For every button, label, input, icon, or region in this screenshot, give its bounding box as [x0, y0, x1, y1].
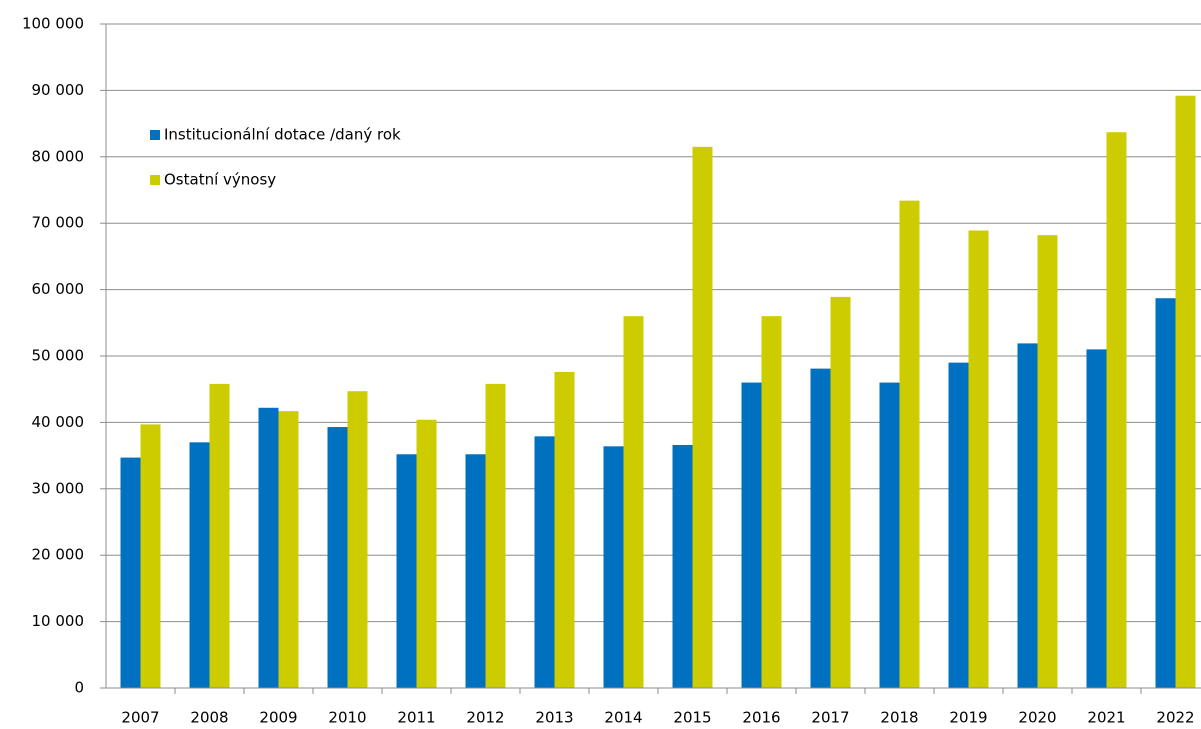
bar [209, 383, 230, 688]
y-tick-label: 40 000 [32, 413, 85, 431]
y-tick-label: 50 000 [32, 347, 85, 365]
y-tick-label: 20 000 [32, 546, 85, 564]
bar [1017, 343, 1038, 688]
x-tick-label: 2016 [742, 709, 780, 727]
x-tick-label: 2010 [328, 709, 366, 727]
bar [258, 407, 279, 688]
x-tick-label: 2014 [604, 709, 642, 727]
x-tick-label: 2017 [811, 709, 849, 727]
bar [741, 382, 762, 688]
bar [968, 230, 989, 688]
x-tick-label: 2018 [880, 709, 918, 727]
bar [899, 200, 920, 688]
x-tick-label: 2013 [535, 709, 573, 727]
bar [120, 457, 141, 688]
bar [1086, 349, 1107, 688]
y-tick-label: 100 000 [22, 15, 84, 33]
bar [761, 316, 782, 688]
x-tick-label: 2008 [190, 709, 228, 727]
legend-label: Ostatní výnosy [164, 171, 276, 189]
bar [603, 446, 624, 688]
bar [1037, 235, 1058, 689]
y-tick-label: 70 000 [32, 214, 85, 232]
bar [1155, 298, 1176, 688]
bar [416, 419, 437, 688]
bar [278, 411, 299, 688]
x-tick-label: 2007 [121, 709, 159, 727]
bar [1175, 95, 1196, 689]
bar [189, 442, 210, 688]
bar [948, 362, 969, 688]
y-tick-label: 30 000 [32, 479, 85, 497]
bar [692, 146, 713, 689]
bar [810, 368, 831, 688]
bar [347, 391, 368, 688]
x-tick-label: 2021 [1087, 709, 1125, 727]
bar [1106, 132, 1127, 688]
bar [830, 296, 851, 688]
y-tick-label: 10 000 [32, 612, 85, 630]
bar [140, 424, 161, 688]
y-tick-label: 0 [74, 679, 84, 697]
x-tick-label: 2015 [673, 709, 711, 727]
bar [327, 427, 348, 688]
bar [554, 371, 575, 688]
legend-swatch [150, 130, 160, 140]
legend-swatch [150, 175, 160, 185]
bar [672, 444, 693, 688]
bar [396, 454, 417, 688]
bar [623, 316, 644, 688]
y-tick-label: 90 000 [32, 81, 85, 99]
x-tick-label: 2022 [1156, 709, 1194, 727]
bar [485, 383, 506, 688]
x-tick-label: 2011 [397, 709, 435, 727]
bar [465, 454, 486, 688]
x-tick-label: 2012 [466, 709, 504, 727]
x-tick-label: 2019 [949, 709, 987, 727]
bar [534, 436, 555, 688]
x-tick-label: 2009 [259, 709, 297, 727]
x-tick-label: 2020 [1018, 709, 1056, 727]
y-tick-label: 60 000 [32, 280, 85, 298]
legend-label: Institucionální dotace /daný rok [164, 126, 401, 144]
bar [879, 382, 900, 688]
y-tick-label: 80 000 [32, 147, 85, 165]
